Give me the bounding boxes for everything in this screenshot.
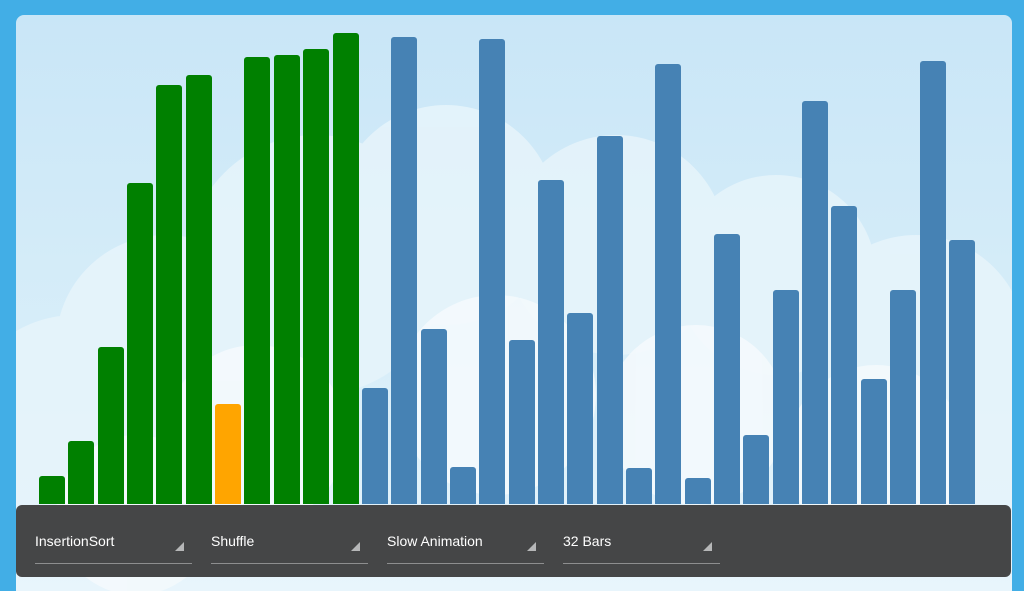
bar-unsorted (450, 467, 476, 504)
action-select[interactable]: Shuffle (211, 524, 368, 564)
bar-sorted (98, 347, 124, 504)
bar-unsorted (743, 435, 769, 504)
bar-unsorted (773, 290, 799, 504)
bar-active (215, 404, 241, 504)
bar-unsorted (421, 329, 447, 504)
bar-count-select-value: 32 Bars (563, 533, 612, 549)
bar-sorted (127, 183, 153, 504)
bar-unsorted (655, 64, 681, 504)
speed-select[interactable]: Slow Animation (387, 524, 544, 564)
speed-select-value: Slow Animation (387, 533, 483, 549)
algorithm-select[interactable]: InsertionSort (35, 524, 192, 564)
dropdown-arrow-icon (703, 542, 712, 551)
bar-sorted (186, 75, 212, 504)
dropdown-arrow-icon (175, 542, 184, 551)
dropdown-arrow-icon (351, 542, 360, 551)
bar-sorted (244, 57, 270, 504)
bar-unsorted (567, 313, 593, 504)
dropdown-arrow-icon (527, 542, 536, 551)
control-bar: InsertionSort Shuffle Slow Animation 32 … (16, 505, 1011, 577)
bar-unsorted (509, 340, 535, 504)
bar-unsorted (890, 290, 916, 504)
bar-unsorted (626, 468, 652, 504)
bar-unsorted (391, 37, 417, 504)
bar-unsorted (714, 234, 740, 504)
bar-sorted (303, 49, 329, 504)
bar-unsorted (685, 478, 711, 504)
bar-count-select[interactable]: 32 Bars (563, 524, 720, 564)
bar-unsorted (831, 206, 857, 504)
bar-unsorted (802, 101, 828, 504)
bar-unsorted (861, 379, 887, 504)
bar-unsorted (479, 39, 505, 504)
bar-sorted (39, 476, 65, 504)
bar-unsorted (597, 136, 623, 504)
bar-sorted (333, 33, 359, 504)
visualizer-panel (16, 15, 1012, 591)
bar-unsorted (538, 180, 564, 504)
action-select-value: Shuffle (211, 533, 255, 549)
bar-sorted (68, 441, 94, 504)
bar-chart (16, 15, 1012, 591)
algorithm-select-value: InsertionSort (35, 533, 115, 549)
bar-unsorted (949, 240, 975, 504)
bar-sorted (274, 55, 300, 504)
bar-unsorted (920, 61, 946, 504)
bar-unsorted (362, 388, 388, 504)
bar-sorted (156, 85, 182, 504)
